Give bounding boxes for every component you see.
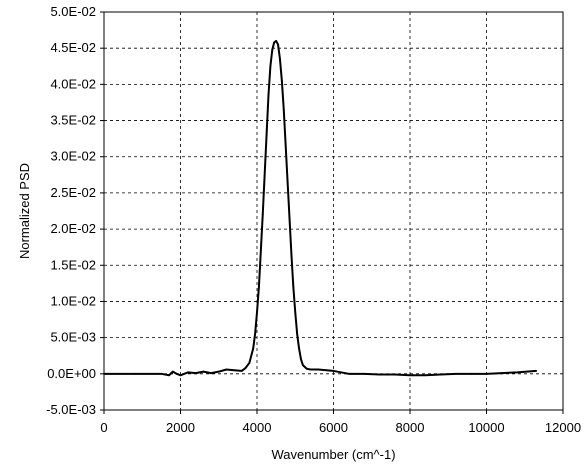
- x-tick-label: 4000: [243, 420, 272, 435]
- data-point: [409, 374, 411, 377]
- data-point: [317, 368, 320, 371]
- data-point: [254, 333, 256, 335]
- data-point: [271, 48, 274, 51]
- data-point: [259, 249, 262, 252]
- data-point: [305, 367, 308, 370]
- data-point: [240, 370, 243, 372]
- x-tick-label: 2000: [166, 420, 195, 435]
- psd-series-line: [104, 39, 537, 377]
- data-point: [280, 79, 283, 82]
- data-point: [210, 372, 213, 374]
- data-point: [279, 58, 281, 60]
- data-point: [187, 371, 190, 374]
- data-point: [296, 333, 299, 335]
- data-point: [269, 65, 272, 68]
- data-point: [248, 362, 251, 364]
- data-point: [516, 371, 518, 374]
- data-point: [194, 372, 197, 374]
- data-point: [298, 347, 300, 350]
- y-tick-label: 0.0E+00: [47, 366, 96, 381]
- x-tick-label: 8000: [396, 420, 425, 435]
- data-point: [277, 43, 279, 46]
- x-tick-label: 0: [100, 420, 107, 435]
- psd-series: [103, 39, 538, 377]
- data-point: [168, 374, 170, 377]
- data-point: [202, 370, 205, 373]
- y-tick-label: 3.5E-02: [50, 113, 96, 128]
- y-tick-label: 3.0E-02: [50, 149, 96, 164]
- data-point: [284, 144, 287, 147]
- y-tick-label: 5.0E-02: [50, 4, 96, 19]
- y-tick-label: 1.0E-02: [50, 293, 96, 308]
- data-point: [500, 372, 503, 374]
- x-tick-label: 6000: [319, 420, 348, 435]
- grid: [104, 12, 563, 410]
- data-point: [275, 40, 278, 42]
- data-point: [244, 367, 247, 369]
- data-point: [300, 358, 302, 361]
- data-point: [225, 368, 228, 371]
- data-point: [470, 372, 473, 375]
- data-point: [288, 217, 291, 220]
- data-point: [252, 347, 255, 350]
- data-point: [286, 181, 289, 183]
- data-point: [160, 372, 163, 375]
- data-point: [267, 94, 270, 97]
- data-point: [217, 370, 220, 373]
- data-point: [103, 372, 105, 375]
- data-point: [378, 373, 381, 376]
- data-point: [302, 364, 304, 367]
- y-axis-ticks: -5.0E-03 0.0E+00 5.0E-03 1.0E-02 1.5E-02 2.0E…: [46, 4, 104, 417]
- data-point: [179, 374, 182, 377]
- x-axis-ticks: 0 2000 4000 6000 8000 10000 12000: [100, 410, 581, 435]
- data-point: [233, 369, 235, 372]
- series-layer: [103, 39, 538, 377]
- data-point: [535, 370, 538, 372]
- data-point: [485, 372, 488, 375]
- y-tick-label: 4.0E-02: [50, 76, 96, 91]
- x-axis-title: Wavenumber (cm^-1): [271, 447, 395, 462]
- data-point: [171, 370, 174, 373]
- y-tick-label: -5.0E-03: [46, 402, 96, 417]
- data-point: [175, 372, 178, 375]
- data-point: [273, 41, 276, 44]
- data-point: [332, 370, 335, 372]
- y-tick-label: 5.0E-03: [50, 330, 96, 345]
- data-point: [455, 372, 457, 375]
- y-tick-label: 1.5E-02: [50, 257, 96, 272]
- x-tick-label: 10000: [468, 420, 504, 435]
- data-point: [393, 373, 396, 376]
- data-point: [258, 286, 260, 288]
- data-point: [347, 372, 350, 375]
- data-point: [265, 134, 268, 136]
- data-point: [133, 372, 136, 375]
- data-point: [292, 286, 295, 288]
- data-point: [256, 311, 258, 314]
- x-tick-label: 12000: [545, 420, 581, 435]
- y-tick-label: 4.5E-02: [50, 40, 96, 55]
- data-point: [294, 311, 297, 314]
- y-axis-title: Normalized PSD: [17, 163, 32, 259]
- y-tick-label: 2.0E-02: [50, 221, 96, 236]
- data-point: [263, 173, 266, 176]
- data-point: [290, 253, 293, 256]
- data-point: [439, 373, 442, 376]
- data-point: [363, 372, 365, 375]
- data-point: [282, 108, 285, 111]
- y-tick-label: 2.5E-02: [50, 185, 96, 200]
- data-point: [261, 213, 264, 216]
- data-point: [309, 368, 312, 371]
- data-point: [424, 374, 427, 377]
